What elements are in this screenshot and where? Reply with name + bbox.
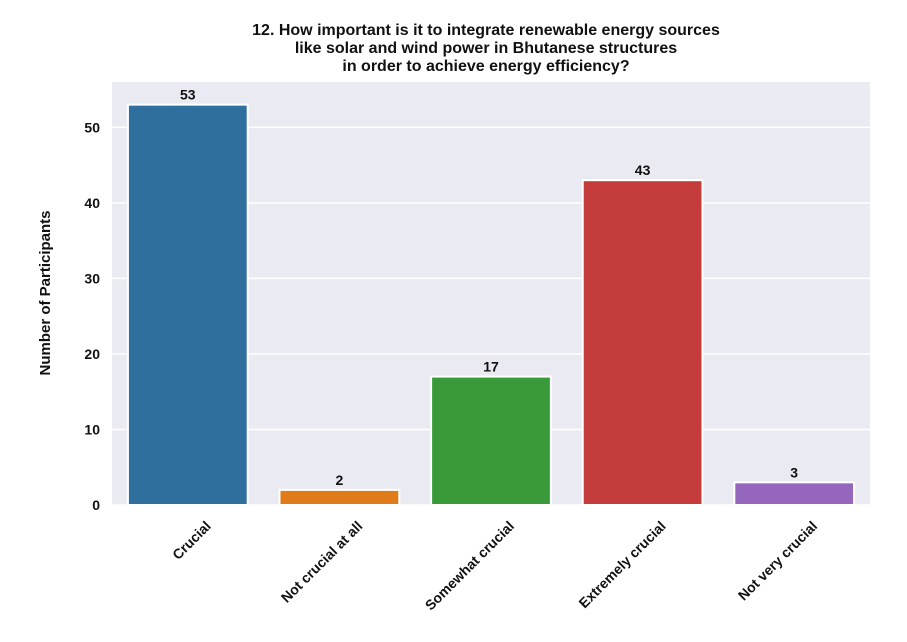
y-tick-label: 50: [84, 119, 100, 135]
bar-crucial: [126, 103, 249, 507]
bars: [126, 103, 856, 507]
y-axis-ticks: 0 10 20 30 40 50: [84, 119, 100, 513]
y-tick-label: 10: [84, 421, 100, 437]
y-tick-label: 0: [92, 497, 100, 513]
x-tick-label: Not crucial at all: [278, 518, 366, 606]
data-label: 53: [180, 87, 196, 103]
x-tick-label: Extremely crucial: [575, 518, 668, 611]
bar-extremely-crucial: [581, 179, 704, 506]
y-tick-label: 40: [84, 195, 100, 211]
chart-title-line-3: in order to achieve energy efficiency?: [342, 58, 629, 75]
data-label: 43: [635, 162, 651, 178]
x-tick-label: Somewhat crucial: [422, 518, 517, 613]
y-axis-label: Number of Participants: [37, 210, 54, 375]
bar-not-crucial-at-all: [278, 488, 401, 506]
bar-somewhat-crucial: [430, 375, 552, 507]
bar-not-very-crucial: [733, 481, 856, 507]
data-labels: 53 2 17 43 3: [180, 87, 798, 488]
chart-title: 12. How important is it to integrate ren…: [252, 22, 720, 75]
data-label: 2: [336, 472, 344, 488]
data-label: 17: [483, 359, 499, 375]
data-label: 3: [790, 464, 798, 480]
x-tick-label: Not very crucial: [735, 518, 821, 604]
y-tick-label: 30: [84, 270, 100, 286]
chart-title-line-2: like solar and wind power in Bhutanese s…: [295, 40, 677, 57]
chart-title-line-1: 12. How important is it to integrate ren…: [252, 22, 720, 39]
x-tick-label: Crucial: [169, 518, 214, 563]
x-axis-ticks: Crucial Not crucial at all Somewhat crucia…: [169, 518, 820, 613]
y-tick-label: 20: [84, 346, 100, 362]
